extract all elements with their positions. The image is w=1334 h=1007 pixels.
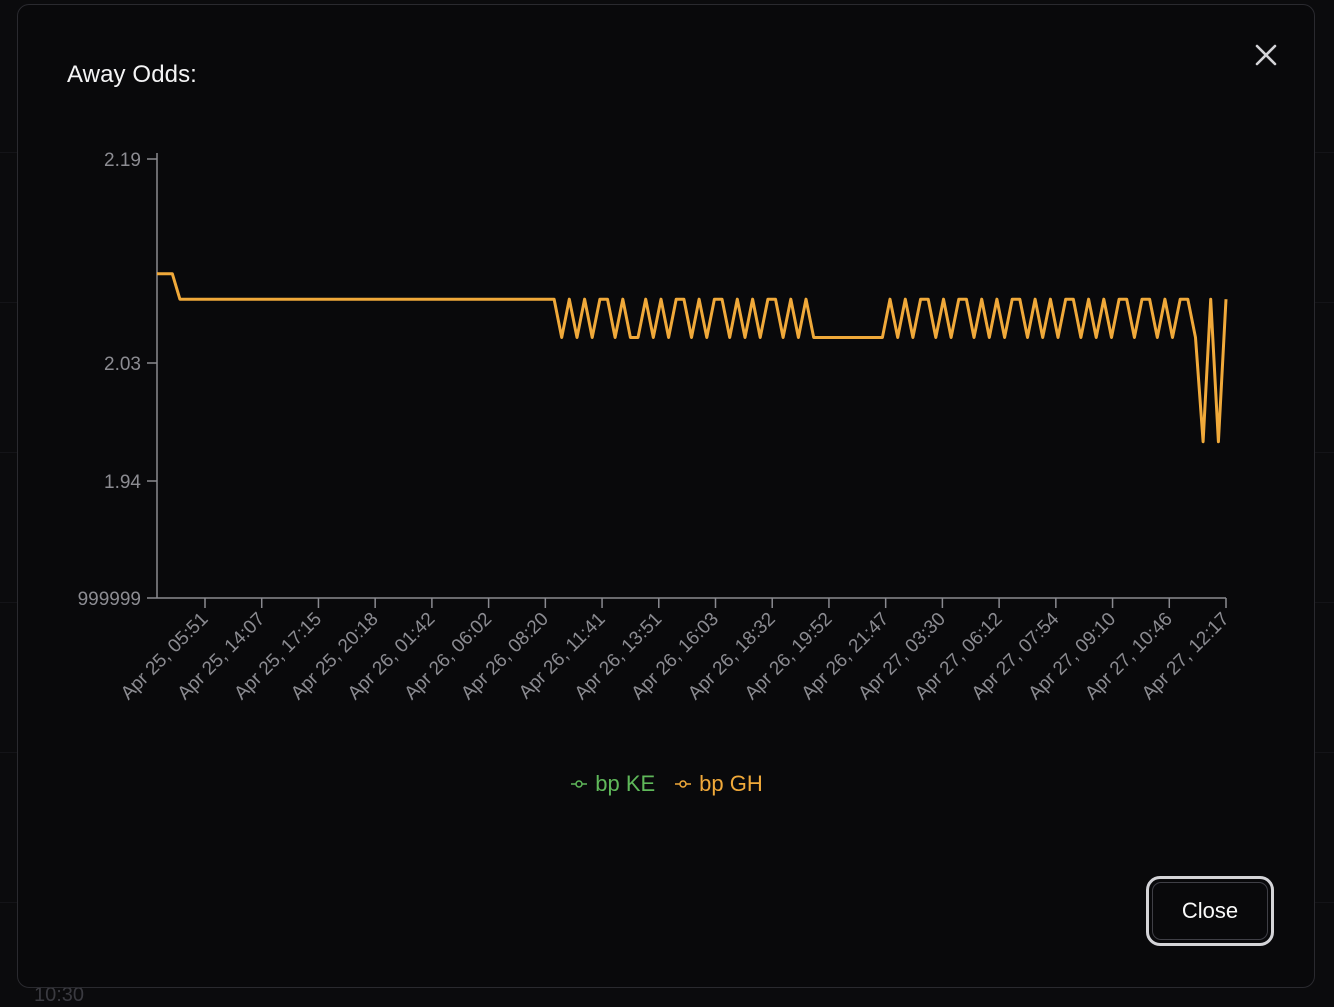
chart-legend: bp KE bp GH	[18, 771, 1316, 797]
legend-item-ke[interactable]: bp KE	[571, 771, 655, 797]
close-button-label: Close	[1152, 882, 1268, 940]
legend-item-gh[interactable]: bp GH	[675, 771, 763, 797]
y-tick-label: 2.03	[104, 354, 141, 375]
legend-label-gh: bp GH	[699, 771, 763, 796]
legend-marker-gh-icon	[675, 780, 692, 788]
series-line-bp-gh	[157, 272, 1228, 444]
chart-axes	[156, 153, 1226, 599]
y-tick-label: 999999	[78, 589, 141, 610]
close-x-icon-graphic	[1255, 44, 1277, 66]
legend-marker-ke-icon	[571, 780, 588, 788]
modal-title: Away Odds:	[67, 61, 197, 88]
legend-label-ke: bp KE	[595, 771, 656, 796]
y-tick-label: 2.19	[104, 150, 141, 171]
chart-series	[157, 272, 1228, 444]
y-axis-ticks: 2.19 2.03 1.94 999999	[78, 150, 157, 610]
y-tick-label: 1.94	[104, 472, 141, 493]
close-button[interactable]: Close	[1146, 876, 1274, 946]
odds-chart-modal: Away Odds: 2.19 2.03 1.94 999999 Apr 25, 05…	[17, 4, 1315, 988]
close-x-icon[interactable]	[1252, 41, 1280, 69]
